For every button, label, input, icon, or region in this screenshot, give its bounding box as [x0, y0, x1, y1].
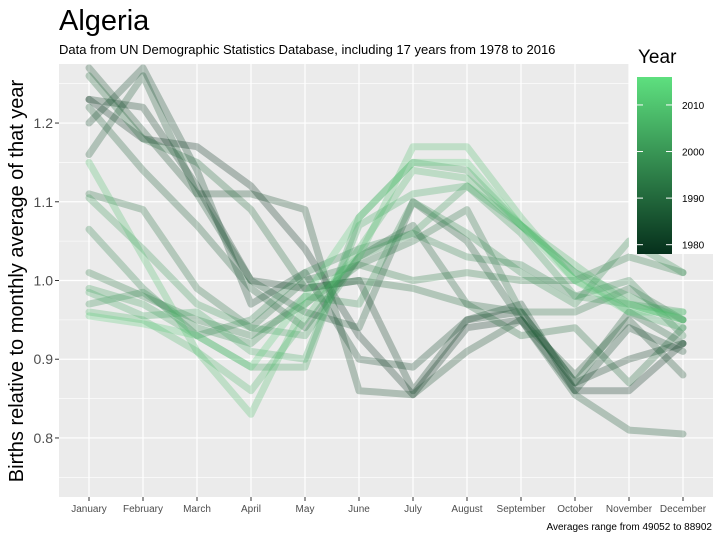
series-lines [85, 64, 687, 438]
chart-caption: Averages range from 49052 to 88902 [547, 522, 713, 533]
x-tick-label: December [660, 504, 707, 515]
series-line-2002 [85, 158, 687, 371]
series-line-2009 [85, 143, 687, 418]
series-line-1982 [85, 64, 687, 395]
legend-tick-label: 1990 [682, 194, 705, 205]
series-line-2004 [85, 182, 687, 363]
legend-ticks: 1980 1990 2000 2010 [637, 101, 705, 252]
x-tick-label: September [497, 504, 547, 515]
y-tick-label: 1.1 [34, 194, 54, 210]
series-line-2000 [85, 182, 687, 340]
series-line-1994 [85, 253, 687, 340]
x-axis-ticks: January February March April May June July Augu… [71, 497, 707, 515]
legend-tick-label: 1980 [682, 241, 705, 252]
series-line-1984 [85, 64, 687, 399]
chart-title: Algeria [59, 5, 150, 37]
series-line-1992 [85, 190, 687, 332]
series-line-1986 [85, 72, 687, 438]
y-tick-label: 1.0 [34, 273, 54, 289]
x-tick-label: February [123, 504, 163, 515]
y-tick-label: 0.9 [34, 351, 54, 367]
series-line-1980 [85, 95, 687, 395]
x-tick-label: January [71, 504, 107, 515]
series-line-2006 [85, 166, 687, 395]
x-tick-label: July [404, 504, 422, 515]
legend-tick-label: 2010 [682, 101, 705, 112]
y-axis-ticks: 0.8 0.9 1.0 1.1 1.2 [34, 115, 59, 446]
x-tick-label: August [451, 504, 482, 515]
y-axis-label: Births relative to monthly average of th… [6, 79, 28, 482]
y-tick-label: 0.8 [34, 430, 54, 446]
series-line-1998 [85, 198, 687, 347]
x-tick-label: October [557, 504, 593, 515]
x-tick-label: March [183, 504, 211, 515]
x-tick-label: June [348, 504, 370, 515]
series-line-2012 [85, 158, 687, 371]
y-tick-label: 1.2 [34, 115, 54, 131]
x-tick-label: November [606, 504, 653, 515]
series-line-1988 [85, 103, 687, 387]
year-legend: Year 1980 1990 2000 2010 [629, 42, 719, 254]
x-tick-label: May [296, 504, 315, 515]
legend-colorbar [637, 77, 672, 254]
series-line-1990 [85, 72, 687, 387]
legend-tick-label: 2000 [682, 148, 705, 159]
series-line-1978 [85, 95, 687, 399]
grid-lines [59, 64, 713, 497]
legend-title: Year [638, 47, 677, 68]
x-tick-label: April [241, 504, 261, 515]
series-line-1996 [85, 225, 687, 340]
chart-subtitle: Data from UN Demographic Statistics Data… [59, 42, 555, 57]
